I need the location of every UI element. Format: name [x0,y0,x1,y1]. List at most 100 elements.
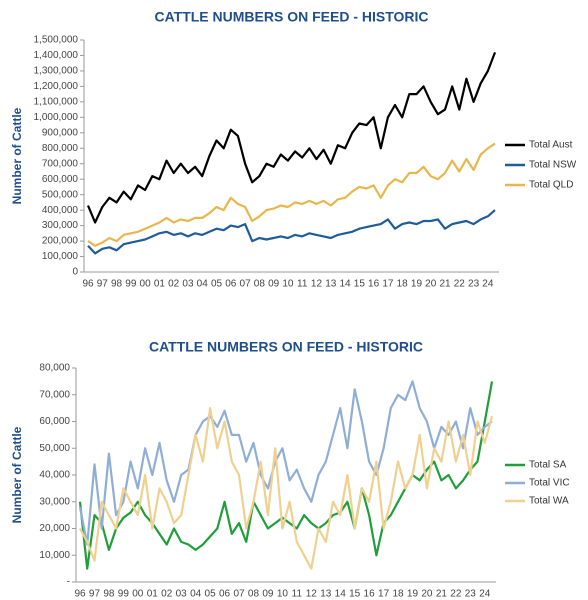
x-tick-label: 97 [89,589,101,600]
y-tick-label: 1,100,000 [34,97,79,108]
x-tick-label: 99 [118,589,130,600]
x-tick-label: 00 [132,589,144,600]
x-tick-label: 04 [190,589,202,600]
y-tick-label: 100,000 [42,251,79,262]
legend-label: Total Aust [529,140,573,151]
x-tick-label: 15 [354,279,366,290]
y-axis-title: Number of Cattle [10,107,24,204]
legend-label: Total WA [529,496,569,507]
x-tick-label: 96 [82,279,94,290]
y-tick-label: 1,400,000 [34,50,79,61]
y-tick-label: 20,000 [39,523,70,534]
legend-label: Total QLD [529,180,573,191]
x-tick-label: 98 [103,589,115,600]
x-tick-label: 10 [277,589,289,600]
x-tick-label: 02 [168,279,180,290]
y-tick-label: 70,000 [39,389,70,400]
x-tick-label: 12 [311,279,323,290]
x-tick-label: 20 [425,279,437,290]
x-tick-label: 17 [378,589,390,600]
x-tick-label: 23 [465,589,477,600]
x-tick-label: 05 [211,279,223,290]
x-tick-label: 21 [436,589,448,600]
x-tick-label: 08 [254,279,266,290]
legend-label: Total NSW [529,160,577,171]
y-tick-label: 1,500,000 [34,35,79,46]
y-tick-label: 60,000 [39,416,70,427]
series-line [79,407,494,570]
x-tick-label: 22 [454,279,466,290]
x-tick-label: 08 [248,589,260,600]
y-tick-label: - [67,577,70,588]
y-tick-label: 1,000,000 [34,112,79,123]
x-tick-label: 02 [161,589,173,600]
x-tick-label: 00 [140,279,152,290]
x-tick-label: 18 [392,589,404,600]
x-tick-label: 09 [268,279,280,290]
x-tick-label: 20 [421,589,433,600]
x-tick-label: 14 [335,589,347,600]
y-tick-label: 300,000 [42,220,79,231]
x-tick-label: 24 [482,279,494,290]
y-tick-label: 80,000 [39,363,70,374]
x-tick-label: 01 [147,589,159,600]
y-tick-label: 900,000 [42,127,79,138]
x-tick-label: 10 [282,279,294,290]
y-tick-label: 10,000 [39,550,70,561]
x-tick-label: 06 [225,279,237,290]
x-tick-label: 11 [292,589,303,600]
x-tick-label: 97 [97,279,109,290]
x-tick-label: 19 [407,589,419,600]
x-tick-label: 16 [368,279,380,290]
x-tick-label: 21 [439,279,451,290]
x-tick-label: 07 [240,279,252,290]
legend-label: Total VIC [529,478,570,489]
x-tick-label: 14 [339,279,351,290]
y-tick-label: 50,000 [39,443,70,454]
y-tick-label: 1,200,000 [34,81,79,92]
legend-label: Total SA [529,460,567,471]
x-tick-label: 98 [111,279,123,290]
x-tick-label: 01 [154,279,166,290]
series-line [86,52,497,224]
series-line [87,209,496,255]
x-tick-label: 99 [125,279,137,290]
y-tick-label: 600,000 [42,174,79,185]
x-tick-label: 22 [450,589,462,600]
x-tick-label: 16 [364,589,376,600]
y-tick-label: 800,000 [42,143,79,154]
x-tick-label: 12 [306,589,318,600]
y-tick-label: 0 [72,267,78,278]
x-tick-label: 06 [219,589,231,600]
series-line [78,380,493,546]
chart-title: CATTLE NUMBERS ON FEED - HISTORIC [154,9,428,25]
x-tick-label: 05 [205,589,217,600]
x-tick-label: 15 [349,589,361,600]
y-tick-label: 500,000 [42,189,79,200]
x-tick-label: 19 [411,279,423,290]
x-tick-label: 09 [262,589,274,600]
series-line [87,142,496,247]
x-tick-label: 04 [197,279,209,290]
x-tick-label: 03 [176,589,188,600]
y-tick-label: 400,000 [42,205,79,216]
x-tick-label: 17 [382,279,394,290]
x-tick-label: 18 [397,279,409,290]
y-tick-label: 40,000 [39,470,70,481]
x-tick-label: 03 [182,279,194,290]
x-tick-label: 13 [320,589,332,600]
x-tick-label: 13 [325,279,337,290]
y-tick-label: 700,000 [42,158,79,169]
x-tick-label: 23 [468,279,480,290]
x-tick-label: 24 [479,589,491,600]
y-tick-label: 1,300,000 [34,66,79,77]
series-line [78,381,494,570]
y-tick-label: 30,000 [39,496,70,507]
y-axis-title: Number of Cattle [10,426,24,523]
x-tick-label: 11 [297,279,308,290]
x-tick-label: 96 [74,589,86,600]
chart-title: CATTLE NUMBERS ON FEED - HISTORIC [149,339,423,355]
x-tick-label: 07 [233,589,245,600]
y-tick-label: 200,000 [42,236,79,247]
